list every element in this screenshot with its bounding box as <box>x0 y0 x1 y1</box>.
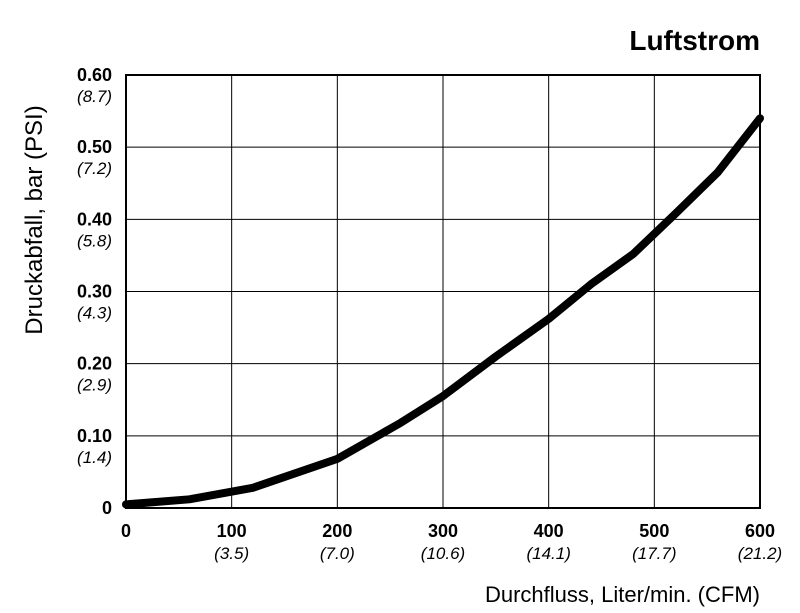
y-axis-label: Druckabfall, bar (PSI) <box>21 105 48 334</box>
chart-title: Luftstrom <box>629 25 760 56</box>
series-layer <box>122 114 764 509</box>
y-tick-label: 0.50 <box>77 137 112 157</box>
y-tick-label: 0.20 <box>77 354 112 374</box>
x-tick-sublabel: (14.1) <box>526 544 570 563</box>
x-tick-label: 200 <box>322 521 352 541</box>
x-tick-label: 400 <box>534 521 564 541</box>
plot-frame <box>125 74 761 509</box>
x-tick-sublabel: (3.5) <box>214 544 249 563</box>
x-tick-label: 100 <box>217 521 247 541</box>
y-tick-sublabel: (4.3) <box>77 304 112 323</box>
x-tick-label: 300 <box>428 521 458 541</box>
y-tick-sublabel: (8.7) <box>77 87 112 106</box>
y-tick-sublabel: (1.4) <box>77 448 112 467</box>
y-tick-label: 0.60 <box>77 65 112 85</box>
series-line <box>122 114 764 509</box>
y-tick-labels: 0 0.10 (1.4) 0.20 (2.9) 0.30 (4.3) 0.40 (5.8) 0.5… <box>77 65 112 518</box>
y-tick-sublabel: (2.9) <box>77 376 112 395</box>
y-tick-label: 0 <box>102 498 112 518</box>
y-tick-label: 0.10 <box>77 426 112 446</box>
x-tick-label: 600 <box>745 521 775 541</box>
x-tick-sublabel: (21.2) <box>738 544 782 563</box>
x-tick-label: 0 <box>121 521 131 541</box>
y-tick-label: 0.40 <box>77 209 112 229</box>
x-tick-sublabel: (7.0) <box>320 544 355 563</box>
y-tick-label: 0.30 <box>77 282 112 302</box>
grid-lines <box>126 75 760 508</box>
x-tick-sublabel: (10.6) <box>421 544 465 563</box>
y-tick-sublabel: (7.2) <box>77 159 112 178</box>
y-tick-sublabel: (5.8) <box>77 231 112 250</box>
x-tick-label: 500 <box>639 521 669 541</box>
x-tick-labels: 0 100 (3.5) 200 (7.0) 300 (10.6) 400 (14.1) 500 (1… <box>121 521 782 563</box>
x-tick-sublabel: (17.7) <box>632 544 676 563</box>
x-axis-label: Durchfluss, Liter/min. (CFM) <box>485 582 760 607</box>
